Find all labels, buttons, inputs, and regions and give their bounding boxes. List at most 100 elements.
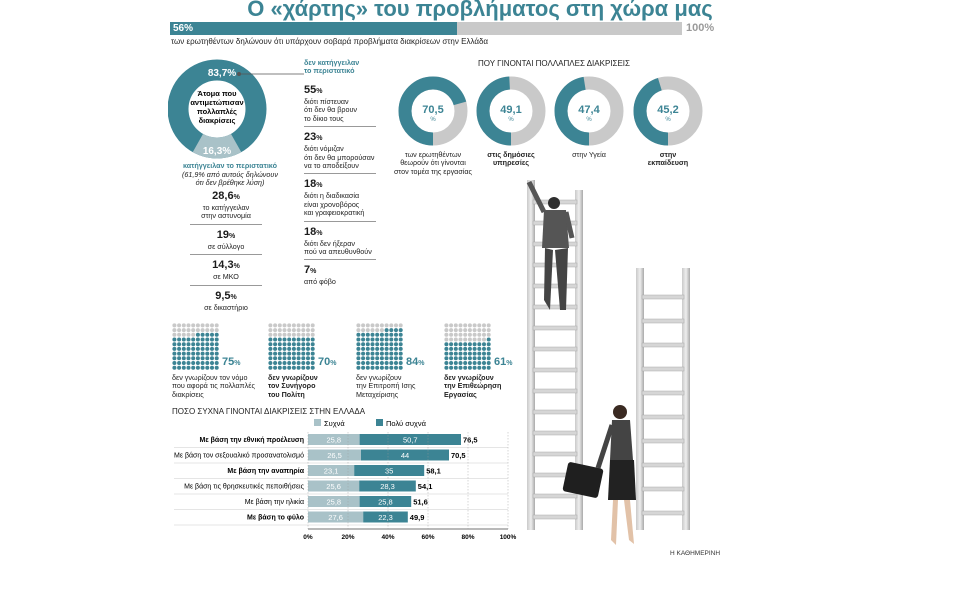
waffle-dot (472, 332, 477, 337)
frequency-bar-chart: Συχνά Πολύ συχνά Με βάση την εθνική προέλε… (174, 419, 517, 541)
stat-item: 14,3% σε ΜΚΟ (190, 259, 262, 286)
not-reported-title: δεν κατήγγειλαν το περιστατικό (304, 58, 360, 76)
waffle-dot (477, 361, 482, 365)
waffle-dot (482, 351, 486, 356)
waffle-dot (375, 346, 380, 351)
waffle-dot (205, 365, 210, 370)
waffle-dot (282, 365, 287, 370)
stat-item: 18% διότι η διαδικασία είναι χρονοβόρος και… (304, 178, 376, 222)
page-title: Ο «χάρτης» του προβλήματος στη χώρα μας (247, 0, 713, 21)
waffle-dot (384, 356, 389, 361)
waffle-dot (277, 346, 282, 351)
waffle-dot (282, 346, 287, 351)
bar-value-label: 50,7 (403, 436, 418, 445)
waffle-dot (214, 328, 219, 333)
waffle-dot (205, 323, 210, 328)
waffle-dot (482, 361, 486, 365)
stat-text: το κατήγγειλαν (202, 203, 250, 212)
waffle-dot (458, 342, 463, 347)
waffle-dot (177, 356, 182, 361)
donut-big-value: 83,7% (208, 68, 236, 79)
waffle-dot (384, 337, 389, 342)
waffle-dot (463, 346, 468, 351)
waffle-dot (472, 356, 477, 361)
category-label: Με βάση την αναπηρία (227, 468, 304, 475)
waffle-dot (172, 328, 177, 333)
waffle-dot (384, 332, 389, 337)
stat-text: και γραφειοκρατική (304, 208, 365, 218)
x-tick-label: 20% (341, 534, 354, 541)
waffle-dot (398, 361, 403, 365)
where-donut-value-arc (398, 76, 468, 146)
climbing-man-icon (526, 180, 575, 310)
waffle-chart (268, 323, 315, 370)
waffle-dot (389, 332, 394, 337)
stat-text: είναι χρονοβόρος (304, 199, 360, 209)
bar-value-label: 23,1 (324, 467, 339, 476)
waffle-dot (398, 337, 403, 342)
waffle-dot (394, 346, 398, 351)
waffle-dot (277, 328, 282, 333)
donut-hole (189, 81, 245, 137)
waffle-dot (306, 332, 310, 337)
stat-value: 18% (304, 225, 323, 238)
waffle-dot (273, 346, 278, 351)
waffle-dot (177, 346, 182, 351)
waffle-value: 84% (406, 356, 425, 368)
waffle-dot (282, 328, 287, 333)
stat-value: 55% (304, 84, 323, 96)
waffle-dot (394, 332, 398, 337)
bar-value-label: 35 (385, 467, 393, 476)
waffle-dot (296, 323, 301, 328)
waffle-dot (172, 365, 177, 370)
waffle-dot (181, 361, 186, 365)
waffle-dot (361, 323, 366, 328)
waffle-dot (268, 332, 273, 337)
waffle-dot (398, 365, 403, 370)
waffle-dot (458, 361, 463, 365)
waffle-dot (306, 323, 310, 328)
waffle-dot (375, 365, 380, 370)
waffle-dot (200, 356, 205, 361)
stat-item: 18% διότι δεν ήξεραν πού να απευθυνθούν (304, 226, 376, 261)
waffle-dot (296, 332, 301, 337)
donut-center-line: Άτομα που (198, 89, 238, 98)
waffle-dot (398, 332, 403, 337)
waffle-dot (310, 337, 315, 342)
waffle-dot (282, 356, 287, 361)
bar-segment (354, 465, 425, 476)
waffle-dot (287, 361, 292, 365)
waffle-dot (186, 351, 191, 356)
waffle-dot (394, 356, 398, 361)
waffle-dot (273, 361, 278, 365)
waffle-dot (195, 351, 200, 356)
waffle-dot (200, 361, 205, 365)
waffle-dot (379, 361, 384, 365)
waffle-dot (467, 328, 472, 333)
waffle-dot (273, 332, 278, 337)
waffle-dot (191, 337, 196, 342)
waffle-dot (449, 356, 454, 361)
waffle-dot (291, 346, 296, 351)
waffle-dot (398, 351, 403, 356)
waffle-dot (486, 346, 491, 351)
donut-center-line: διακρίσεις (199, 116, 236, 125)
waffle-dot (449, 351, 454, 356)
where-value: 47,4 (578, 104, 600, 116)
waffle-dot (453, 328, 458, 333)
waffle-dot (210, 337, 214, 342)
waffle-dot (268, 337, 273, 342)
waffle-dot (458, 351, 463, 356)
donut-small-value: 16,3% (203, 146, 231, 157)
waffle-dot (453, 342, 458, 347)
not-reported-list: 55% διότι πίστευαν ότι δεν θα βρουν το δίκι… (304, 84, 376, 294)
bar-value-label: 27,6 (328, 513, 343, 522)
stat-item: 23% διότι νόμιζαν ότι δεν θα μπορούσαν να τ… (304, 131, 376, 175)
waffle-dot (375, 342, 380, 347)
reported-list: 28,6% το κατήγγειλαν στην αστυνομία 19% σε σ… (190, 190, 262, 319)
bar-value-label: 25,8 (378, 498, 393, 507)
waffle-dot (277, 351, 282, 356)
waffle-dot (186, 323, 191, 328)
waffle-dot (486, 356, 491, 361)
stat-value: 28,6% (212, 190, 240, 202)
